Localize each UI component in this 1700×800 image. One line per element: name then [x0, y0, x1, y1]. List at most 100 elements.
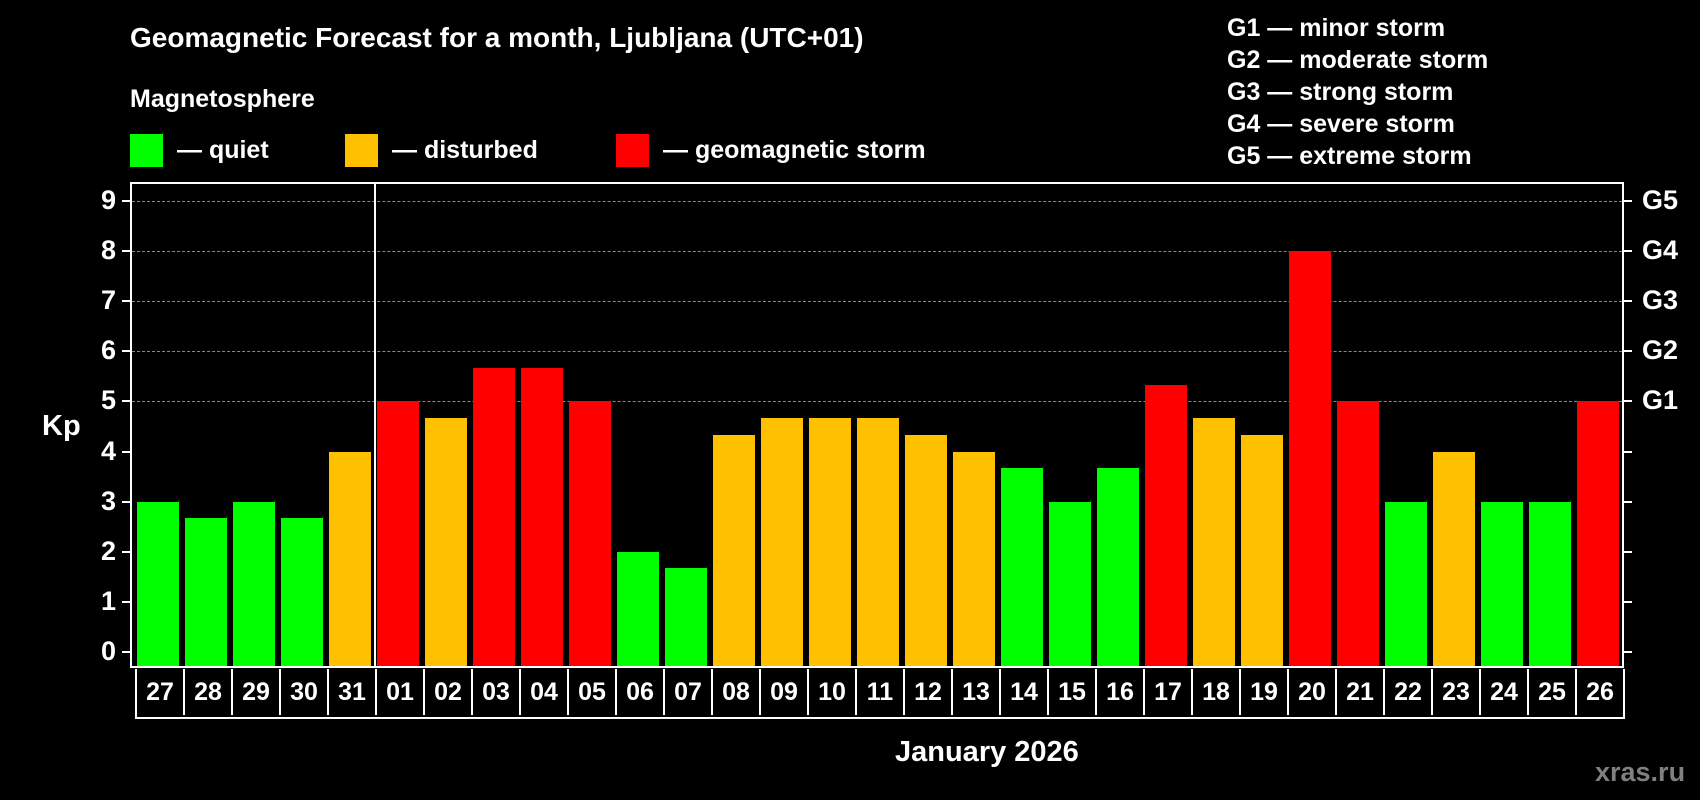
x-tick-label: 05: [569, 669, 617, 715]
y-tick-label: 9: [100, 185, 116, 215]
bar-26: [1577, 401, 1619, 666]
x-tick-label: 02: [425, 669, 473, 715]
bar-16: [1097, 468, 1139, 666]
month-divider: [374, 184, 376, 666]
y-tick-label: 2: [100, 535, 116, 566]
x-axis-label: January 2026: [895, 736, 1079, 768]
x-tick-label: 28: [185, 669, 233, 715]
watermark: xras.ru: [1595, 757, 1686, 787]
y-tick: [122, 300, 130, 303]
y-tick-right: [1624, 651, 1632, 653]
quiet-swatch-icon: [130, 133, 163, 167]
bar-20: [1289, 251, 1331, 666]
x-axis-labels: 27 28 29 30 31 01 02 03 04 05 06 07 08 09 10 11 12 13 14 15…: [135, 669, 1625, 719]
y-tick-right: [1624, 300, 1632, 303]
y-tick-label: 3: [100, 485, 116, 516]
y-tick-label: 5: [100, 385, 116, 416]
bar-12: [905, 435, 947, 666]
y-tick: [122, 500, 130, 503]
bar-27: [137, 501, 179, 666]
x-tick-label: 22: [1385, 669, 1433, 715]
legend-label-disturbed: — disturbed: [392, 135, 538, 164]
y-tick: [122, 550, 130, 553]
bar-11: [857, 417, 899, 666]
y-tick-right: [1624, 250, 1632, 253]
x-tick-label: 31: [329, 669, 377, 715]
bar-02: [425, 417, 467, 666]
y-tick-right: [1624, 200, 1632, 202]
y-tick: [122, 350, 130, 353]
x-tick-label: 29: [233, 669, 281, 715]
x-tick-label: 26: [1586, 677, 1614, 706]
x-tick-label: 06: [617, 669, 665, 715]
bar-03: [473, 367, 515, 666]
y-tick: [122, 200, 130, 202]
x-tick-label: 17: [1145, 669, 1193, 715]
bar-13: [953, 451, 995, 666]
plot-area: [130, 182, 1624, 668]
y-tick-right: [1624, 400, 1632, 403]
storm-scale-g3: G3 — strong storm: [1227, 78, 1454, 106]
x-tick-label: 27: [137, 669, 185, 715]
x-tick-label: 30: [281, 669, 329, 715]
storm-level-label-g4: G4: [1642, 235, 1679, 266]
y-tick-right: [1624, 350, 1632, 353]
bar-10: [809, 417, 851, 666]
bar-25: [1529, 501, 1571, 666]
bar-07: [665, 568, 707, 666]
x-tick-label: 25: [1529, 669, 1577, 715]
bar-05: [569, 401, 611, 666]
bar-22: [1385, 501, 1427, 666]
storm-scale-g4: G4 — severe storm: [1227, 110, 1455, 138]
y-tick: [122, 651, 130, 653]
legend-item-storm: — geomagnetic storm: [616, 133, 926, 167]
y-tick-label: 1: [100, 585, 116, 616]
y-axis-label: Kp: [42, 410, 81, 442]
legend-label-quiet: — quiet: [177, 135, 269, 164]
y-tick-label: 8: [100, 235, 116, 266]
y-tick-right: [1624, 450, 1632, 453]
storm-level-label-g3: G3: [1642, 285, 1679, 316]
bar-21: [1337, 401, 1379, 666]
x-tick-label: 16: [1097, 669, 1145, 715]
bar-30: [281, 518, 323, 666]
storm-scale-g1: G1 — minor storm: [1227, 14, 1446, 42]
disturbed-swatch-icon: [345, 133, 378, 167]
legend-item-quiet: — quiet: [130, 133, 269, 167]
x-tick-label: 14: [1001, 669, 1049, 715]
y-tick-label: 7: [100, 285, 116, 316]
x-tick-label: 07: [665, 669, 713, 715]
x-tick-label: 20: [1289, 669, 1337, 715]
storm-level-label-g2: G2: [1642, 335, 1679, 366]
storm-scale-g2: G2 — moderate storm: [1227, 46, 1489, 74]
x-tick-label: 11: [857, 669, 905, 715]
legend-label-storm: — geomagnetic storm: [663, 135, 926, 164]
x-tick-label: 13: [953, 669, 1001, 715]
bar-18: [1193, 417, 1235, 666]
bar-17: [1145, 384, 1187, 666]
y-tick-label: 4: [100, 435, 116, 466]
x-tick-label: 19: [1241, 669, 1289, 715]
x-tick-label: 24: [1481, 669, 1529, 715]
bar-24: [1481, 501, 1523, 666]
legend-item-disturbed: — disturbed: [345, 133, 538, 167]
x-tick-label: 23: [1433, 669, 1481, 715]
y-tick-right: [1624, 500, 1632, 503]
y-tick: [122, 600, 130, 603]
gridline: [132, 401, 1622, 403]
x-tick-label: 01: [377, 669, 425, 715]
y-tick-label: 6: [100, 335, 116, 366]
storm-level-label-g1: G1: [1642, 385, 1679, 416]
y-tick-label: 0: [100, 636, 116, 666]
y-tick: [122, 450, 130, 453]
bar-04: [521, 367, 563, 666]
y-tick: [122, 400, 130, 403]
legend-heading: Magnetosphere: [130, 85, 315, 113]
bar-06: [617, 551, 659, 666]
x-tick-label: 03: [473, 669, 521, 715]
bar-23: [1433, 451, 1475, 666]
bar-14: [1001, 468, 1043, 666]
bar-19: [1241, 435, 1283, 666]
storm-scale-g5: G5 — extreme storm: [1227, 142, 1472, 170]
y-tick: [122, 250, 130, 253]
